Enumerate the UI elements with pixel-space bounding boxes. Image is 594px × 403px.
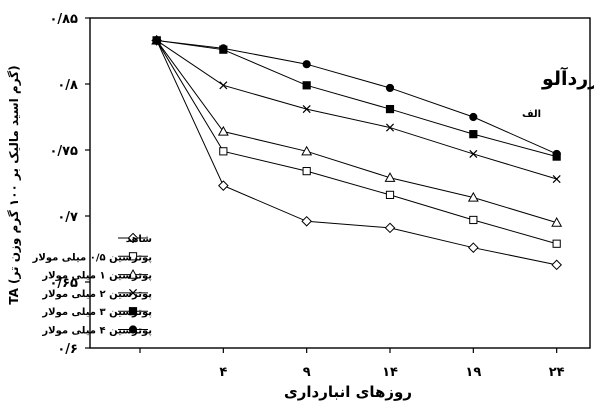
data-point xyxy=(469,112,478,122)
legend-label: پوترسین ۴ میلی مولار xyxy=(41,326,152,337)
data-point xyxy=(467,191,479,202)
series-line xyxy=(156,39,557,158)
legend-label: پوترسین ۲ میلی مولار xyxy=(41,289,152,300)
legend: شاهد پوترسین ۰/۵ میلی مولار پوترسین ۱ میلی… xyxy=(32,232,153,337)
data-point xyxy=(384,172,396,182)
legend-label: پوترسین ۰/۵ میلی مولار xyxy=(32,252,153,263)
legend-marker xyxy=(128,288,138,297)
legend-marker xyxy=(128,252,138,261)
y-tick-label: ۰/۶۵ xyxy=(49,276,78,291)
legend-item: شاهد xyxy=(118,232,152,245)
panel-label: الف xyxy=(522,109,541,120)
chart-title: زردآلو xyxy=(541,66,594,90)
y-tick-label: ۰/۷ xyxy=(57,210,78,225)
series-6 xyxy=(152,36,561,159)
series-line xyxy=(156,40,557,224)
legend-item: پوترسین ۳ میلی مولار xyxy=(41,307,152,318)
data-point xyxy=(217,125,229,136)
data-point xyxy=(468,242,479,253)
data-point xyxy=(551,259,562,271)
data-point xyxy=(218,180,229,191)
data-point xyxy=(219,147,228,156)
data-point xyxy=(385,104,395,114)
data-point xyxy=(551,216,563,227)
legend-item: پوترسین ۰/۵ میلی مولار xyxy=(32,252,153,263)
legend-item: پوترسین ۲ میلی مولار xyxy=(41,288,152,300)
series-layer xyxy=(151,34,563,271)
data-point xyxy=(385,83,395,93)
data-point xyxy=(552,149,561,159)
data-point xyxy=(152,36,161,45)
legend-label: پوترسین ۱ میلی مولار xyxy=(41,271,152,282)
data-point xyxy=(302,81,311,90)
data-point xyxy=(302,60,311,69)
data-point xyxy=(552,175,561,184)
legend-label: پوترسین ۳ میلی مولار xyxy=(41,307,152,318)
y-tick-label: ۰/۷۵ xyxy=(49,144,78,159)
legend-item: پوترسین ۴ میلی مولار xyxy=(41,325,152,337)
x-axis-title: روزهای انبارداری xyxy=(284,383,412,401)
plot-frame xyxy=(89,17,591,349)
y-tick-label: ۰/۸ xyxy=(57,78,78,93)
data-point xyxy=(301,215,312,227)
data-point xyxy=(384,222,396,234)
legend-marker xyxy=(127,232,139,244)
legend-marker xyxy=(128,307,138,316)
data-point xyxy=(469,149,478,158)
legend-marker xyxy=(127,268,139,279)
data-point xyxy=(469,215,478,225)
y-axis-title: TA (گرم اسید مالیک بر ۱۰۰ گرم وزن تر) xyxy=(7,65,22,304)
series-3 xyxy=(151,34,563,227)
data-point xyxy=(302,105,311,114)
series-line xyxy=(156,40,557,180)
legend-marker xyxy=(128,325,138,334)
series-2 xyxy=(152,36,561,248)
plot-border xyxy=(89,17,591,349)
data-point xyxy=(552,239,561,248)
y-tick-label: ۰/۸۵ xyxy=(49,12,78,27)
series-5 xyxy=(152,36,561,161)
x-tick-label: ۲۴ xyxy=(549,365,565,380)
series-line xyxy=(156,40,557,266)
y-tick-label: ۰/۶ xyxy=(57,342,78,357)
data-point xyxy=(301,145,313,156)
data-point xyxy=(219,81,228,90)
data-point xyxy=(302,167,311,176)
data-point xyxy=(385,190,395,199)
series-4 xyxy=(152,36,561,184)
x-tick-label: ۱۴ xyxy=(382,365,398,380)
series-line xyxy=(156,39,557,155)
data-point xyxy=(385,123,395,132)
legend-label: شاهد xyxy=(126,234,152,245)
data-point xyxy=(469,130,478,139)
series-line xyxy=(156,40,557,245)
x-axis-ticks: ۴ ۹ ۱۴ ۱۹ ۲۴ xyxy=(139,348,565,380)
legend-item: پوترسین ۱ میلی مولار xyxy=(41,268,152,282)
y-axis-ticks: ۰/۶ ۰/۶۵ ۰/۷ ۰/۷۵ ۰/۸ ۰/۸۵ xyxy=(49,12,90,357)
x-tick-label: ۱۹ xyxy=(465,365,481,380)
series-1 xyxy=(151,35,562,271)
x-tick-label: ۹ xyxy=(303,365,311,380)
x-tick-label: ۴ xyxy=(219,365,227,380)
data-point xyxy=(219,44,228,53)
